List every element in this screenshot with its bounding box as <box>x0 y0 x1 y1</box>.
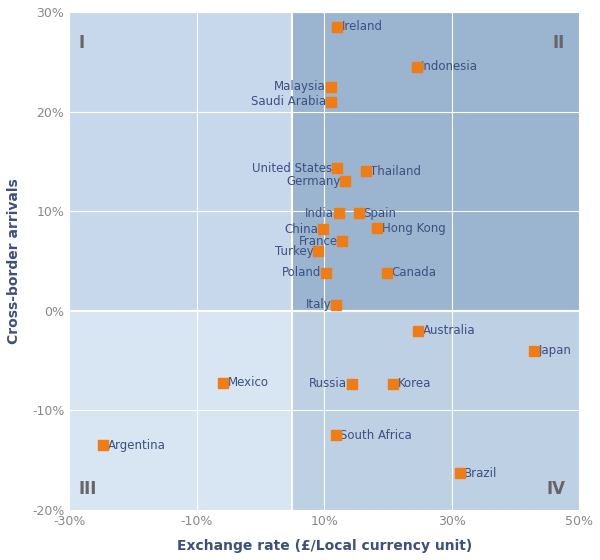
Point <box>326 82 335 91</box>
Text: Argentina: Argentina <box>107 439 166 452</box>
Point <box>372 223 382 232</box>
Point <box>530 346 539 355</box>
Text: Saudi Arabia: Saudi Arabia <box>251 95 326 108</box>
Point <box>412 62 421 71</box>
Point <box>332 164 342 173</box>
Bar <box>292 12 579 311</box>
Point <box>361 167 370 176</box>
Text: Russia: Russia <box>309 377 347 390</box>
Text: Poland: Poland <box>282 267 322 279</box>
Text: IV: IV <box>546 480 565 498</box>
Point <box>382 268 391 277</box>
Text: United States: United States <box>253 162 332 175</box>
Bar <box>69 311 292 510</box>
Text: Thailand: Thailand <box>370 165 421 178</box>
Point <box>218 378 228 387</box>
Text: South Africa: South Africa <box>340 429 412 442</box>
Text: Brazil: Brazil <box>464 466 498 480</box>
Text: II: II <box>553 34 565 52</box>
Text: Mexico: Mexico <box>228 376 269 389</box>
Text: France: France <box>298 235 338 248</box>
Text: Canada: Canada <box>391 267 436 279</box>
Text: Hong Kong: Hong Kong <box>382 222 445 235</box>
Point <box>334 209 344 218</box>
Text: Korea: Korea <box>397 377 431 390</box>
Point <box>347 379 356 388</box>
Text: Japan: Japan <box>539 344 572 357</box>
X-axis label: Exchange rate (£/Local currency unit): Exchange rate (£/Local currency unit) <box>176 539 472 553</box>
Point <box>313 246 323 255</box>
Point <box>318 225 328 234</box>
Point <box>332 22 342 31</box>
Text: China: China <box>284 223 319 236</box>
Point <box>326 97 335 106</box>
Text: Turkey: Turkey <box>275 245 313 258</box>
Text: Indonesia: Indonesia <box>421 60 478 73</box>
Text: Ireland: Ireland <box>341 20 382 34</box>
Point <box>388 379 398 388</box>
Bar <box>69 12 292 311</box>
Point <box>413 326 423 335</box>
Point <box>355 209 364 218</box>
Text: I: I <box>79 34 85 52</box>
Point <box>337 237 347 246</box>
Text: Italy: Italy <box>305 298 331 311</box>
Text: Spain: Spain <box>364 207 397 220</box>
Text: Germany: Germany <box>286 175 341 188</box>
Point <box>331 431 340 440</box>
Point <box>455 469 464 478</box>
Point <box>321 268 331 277</box>
Point <box>340 177 350 186</box>
Text: Malaysia: Malaysia <box>274 80 326 93</box>
Y-axis label: Cross-border arrivals: Cross-border arrivals <box>7 178 21 344</box>
Text: Australia: Australia <box>423 324 476 337</box>
Point <box>98 441 108 450</box>
Point <box>331 300 340 309</box>
Bar <box>292 311 579 510</box>
Text: India: India <box>305 207 334 220</box>
Text: III: III <box>79 480 97 498</box>
